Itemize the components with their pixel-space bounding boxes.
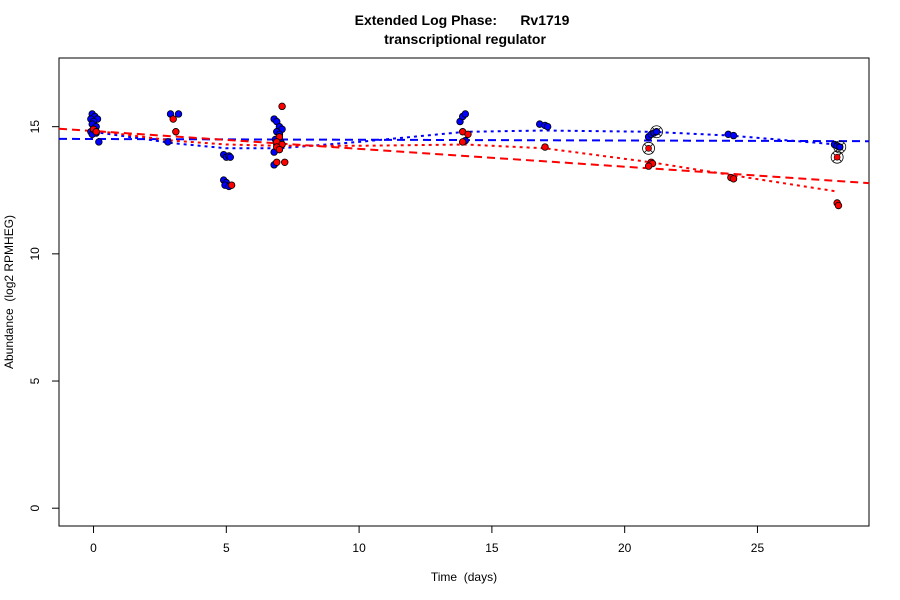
red-outlier-point	[833, 153, 841, 161]
blue-data-point	[461, 110, 470, 118]
outlier-marker	[642, 141, 655, 155]
blue-data-point	[174, 110, 183, 118]
red-data-point	[458, 138, 467, 146]
blue-outlier-point	[836, 143, 844, 151]
x-tick-label: 25	[751, 541, 765, 555]
red-data-point	[275, 145, 284, 154]
outlier-marker	[833, 140, 847, 154]
y-axis-label: Abundance (log2 RPMHEG)	[2, 215, 16, 369]
blue-dotted-fit-line	[93, 129, 838, 150]
outlier-marker	[650, 125, 663, 139]
x-tick-label: 20	[618, 541, 632, 555]
red-data-point	[541, 143, 549, 151]
x-axis: 0 5 10 15 20 25	[90, 526, 764, 555]
plot-frame	[58, 57, 870, 527]
blue-data-point	[729, 131, 738, 140]
red-data-point	[729, 175, 738, 183]
y-tick-label: 0	[28, 505, 42, 512]
red-data-point	[278, 102, 286, 111]
red-data-point	[644, 162, 653, 170]
outlier-marker	[830, 150, 844, 164]
y-tick-label: 10	[28, 247, 42, 261]
x-axis-label: Time (days)	[431, 570, 497, 584]
red-data-point	[227, 181, 236, 189]
y-tick-label: 5	[28, 377, 42, 384]
x-tick-label: 10	[352, 541, 366, 555]
blue-data-point	[95, 138, 103, 146]
blue-data-point	[226, 153, 234, 161]
red-data-point	[834, 201, 843, 210]
x-tick-label: 0	[90, 541, 97, 555]
x-tick-label: 5	[223, 541, 230, 555]
red-dashed-fit-line	[58, 127, 870, 185]
red-outlier-point	[645, 144, 652, 152]
red-data-point	[172, 128, 180, 136]
data-points	[87, 102, 847, 210]
x-tick-label: 15	[485, 541, 499, 555]
chart-title: Extended Log Phase: Rv1719	[355, 12, 570, 28]
blue-data-point	[164, 138, 172, 146]
red-data-point	[281, 158, 289, 166]
y-axis: 0 5 10 15	[28, 120, 59, 512]
chart-subtitle: transcriptional regulator	[384, 31, 546, 47]
y-tick-label: 15	[28, 120, 42, 134]
blue-outlier-point	[653, 128, 660, 136]
red-data-point	[464, 130, 472, 139]
red-dotted-fit-line	[93, 129, 838, 193]
red-data-point	[92, 128, 100, 136]
red-data-point	[169, 115, 177, 123]
red-data-point	[273, 158, 281, 166]
blue-data-point	[543, 122, 552, 131]
